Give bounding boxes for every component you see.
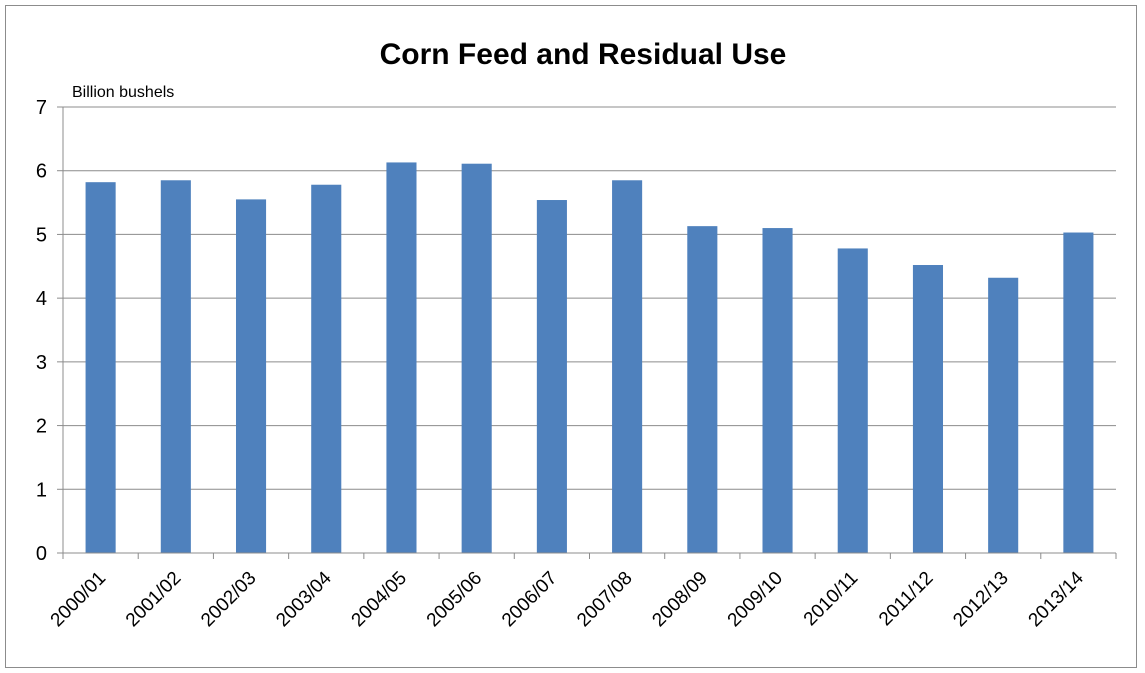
x-tick-label: 2011/12 <box>875 568 937 630</box>
bar <box>235 199 267 553</box>
bar <box>837 248 868 553</box>
x-tick-label: 2009/10 <box>724 568 787 631</box>
bar <box>311 184 342 553</box>
x-tick-label: 2000/01 <box>47 568 110 631</box>
x-tick-label: 2005/06 <box>423 568 486 631</box>
y-tick-labels: 0 1 2 3 4 5 6 7 <box>36 97 47 565</box>
axes <box>57 106 1117 559</box>
x-tick-label: 2007/08 <box>573 568 636 631</box>
unit-label: Billion bushels <box>72 84 174 101</box>
bar <box>85 182 116 553</box>
y-tick-label: 1 <box>36 479 47 501</box>
x-tick-label: 2002/03 <box>197 568 260 631</box>
x-tick-label: 2010/11 <box>800 568 862 630</box>
bar <box>912 265 944 553</box>
y-tick-label: 4 <box>36 288 47 310</box>
bar <box>988 277 1019 553</box>
chart-title: Corn Feed and Residual Use <box>380 38 787 71</box>
y-tick-label: 7 <box>36 97 47 119</box>
bar <box>461 163 492 553</box>
chart-frame <box>5 5 1137 668</box>
x-tick-label: 2012/13 <box>949 568 1012 631</box>
x-tick-label: 2004/05 <box>348 568 411 631</box>
bar <box>612 180 643 553</box>
gridlines <box>63 106 1116 490</box>
bar <box>536 200 567 553</box>
x-tick-label: 2001/02 <box>122 568 185 631</box>
bar <box>160 180 191 553</box>
bar <box>687 226 718 553</box>
x-tick-label: 2003/04 <box>272 567 336 631</box>
bar <box>386 162 417 553</box>
x-tick-label: 2013/14 <box>1025 567 1089 631</box>
y-tick-label: 0 <box>36 543 47 565</box>
bar <box>762 228 793 554</box>
y-tick-label: 6 <box>36 161 47 183</box>
x-tick-label: 2006/07 <box>498 568 561 631</box>
x-tick-labels: 2000/01 2001/02 2002/03 2003/04 2004/05 2005/… <box>47 567 1089 631</box>
x-tick-label: 2008/09 <box>648 568 711 631</box>
y-tick-label: 5 <box>36 224 47 246</box>
bar <box>1063 232 1094 553</box>
y-tick-label: 3 <box>36 352 47 374</box>
bars <box>85 162 1094 554</box>
y-tick-label: 2 <box>36 416 47 438</box>
